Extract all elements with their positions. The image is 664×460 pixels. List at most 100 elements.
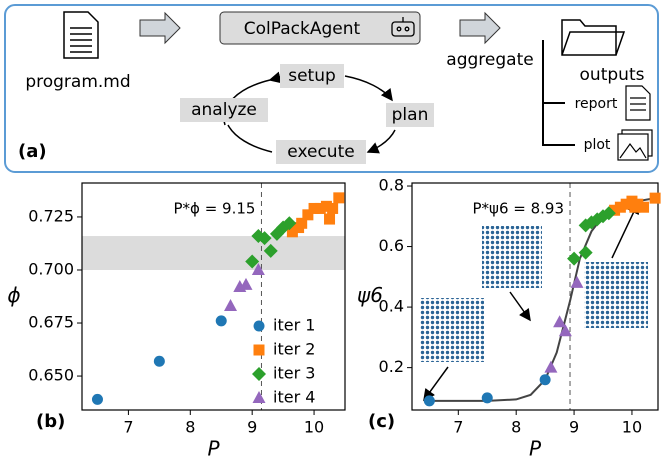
panel-frame	[4, 4, 659, 173]
legend-label: iter 2	[273, 340, 315, 359]
step-label: execute	[287, 142, 354, 162]
panel-label: (b)	[36, 411, 65, 432]
image-icon	[617, 129, 653, 161]
y-tick-label: 0.725	[28, 206, 74, 225]
panel-label: (a)	[18, 141, 47, 162]
step-box	[280, 64, 344, 88]
marker	[333, 192, 345, 204]
robot-icon	[391, 17, 415, 37]
marker	[327, 202, 339, 214]
inset-images	[420, 201, 648, 402]
legend-marker	[253, 344, 265, 356]
step-box	[276, 140, 366, 164]
marker	[215, 315, 227, 327]
marker	[257, 231, 272, 246]
step-label: plan	[392, 105, 429, 125]
step-label: setup	[288, 66, 336, 86]
tree-lines	[542, 40, 575, 146]
marker	[567, 251, 582, 266]
marker	[609, 204, 621, 216]
marker	[296, 217, 308, 229]
marker	[286, 226, 298, 238]
y-tick-label: 0.4	[379, 297, 404, 316]
marker	[626, 195, 638, 207]
folder-icon	[561, 19, 626, 56]
marker	[570, 275, 584, 288]
marker	[251, 262, 265, 275]
plot-frame	[81, 182, 346, 411]
marker	[320, 200, 332, 212]
marker	[544, 360, 558, 373]
agent-label: ColPackAgent	[244, 19, 361, 39]
y-axis-label: ψ6	[357, 283, 383, 307]
marker	[302, 209, 314, 221]
x-tick-label: 9	[247, 418, 257, 437]
input-label: program.md	[25, 72, 130, 92]
x-axis-label: P	[529, 437, 542, 460]
marker	[558, 324, 572, 337]
legend-marker	[252, 391, 266, 403]
x-axis-label: P	[207, 437, 220, 460]
marker	[224, 299, 238, 312]
plot-label: plot	[584, 137, 611, 153]
marker	[308, 202, 320, 214]
x-tick-label: 8	[185, 418, 195, 437]
marker	[601, 206, 616, 221]
marker	[91, 393, 103, 405]
loop-arrow	[366, 129, 396, 154]
marker	[638, 201, 650, 213]
y-tick-label: 0.650	[28, 366, 74, 385]
marker	[632, 198, 644, 210]
x-tick-label: 9	[569, 418, 579, 437]
step-label: analyze	[191, 100, 257, 120]
marker	[481, 392, 493, 404]
loop-arrow	[227, 124, 273, 153]
marker	[614, 201, 626, 213]
y-tick-label: 0.2	[379, 357, 404, 376]
legend-label: iter 3	[273, 364, 315, 383]
aggregate-label: aggregate	[446, 50, 533, 70]
marker	[324, 213, 336, 225]
step-box	[180, 98, 268, 122]
marker	[423, 395, 435, 407]
threshold-label: P*ϕ = 9.15	[174, 200, 256, 218]
marker	[153, 355, 165, 367]
outputs-label: outputs	[580, 65, 645, 85]
legend-label: iter 4	[273, 388, 315, 407]
x-tick-label: 7	[123, 418, 133, 437]
legend-marker	[252, 367, 266, 381]
x-tick-label: 8	[511, 418, 521, 437]
legend-marker	[253, 320, 265, 332]
marker	[539, 374, 551, 386]
y-tick-label: 0.675	[28, 313, 74, 332]
marker	[314, 202, 326, 214]
plot-frame	[411, 182, 659, 411]
marker	[553, 315, 567, 328]
y-tick-label: 0.6	[379, 236, 404, 255]
marker	[282, 216, 297, 231]
x-tick-label: 10	[622, 418, 642, 437]
agent-box	[219, 11, 421, 45]
arrow	[459, 11, 501, 45]
panel-label: (c)	[368, 411, 395, 432]
doc-icon	[63, 11, 99, 59]
marker	[239, 277, 253, 290]
step-box	[386, 103, 434, 127]
marker	[649, 192, 661, 204]
marker	[245, 254, 260, 269]
x-tick-label: 7	[453, 418, 463, 437]
y-tick-label: 0.8	[379, 176, 404, 195]
band	[82, 236, 345, 270]
y-tick-label: 0.700	[28, 259, 74, 278]
legend-label: iter 1	[273, 316, 315, 335]
marker	[578, 245, 593, 260]
x-tick-label: 10	[304, 418, 324, 437]
doc-icon	[625, 85, 651, 121]
loop-arrow	[344, 75, 393, 102]
y-axis-label: ϕ	[7, 283, 20, 307]
report-label: report	[575, 96, 618, 112]
marker	[263, 243, 278, 258]
marker	[620, 198, 632, 210]
threshold-label: P*ψ6 = 8.93	[473, 200, 565, 218]
